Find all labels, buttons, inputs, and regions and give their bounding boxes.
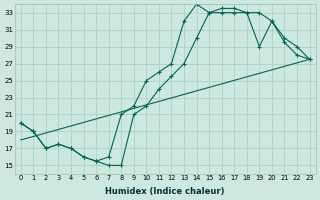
X-axis label: Humidex (Indice chaleur): Humidex (Indice chaleur) (106, 187, 225, 196)
